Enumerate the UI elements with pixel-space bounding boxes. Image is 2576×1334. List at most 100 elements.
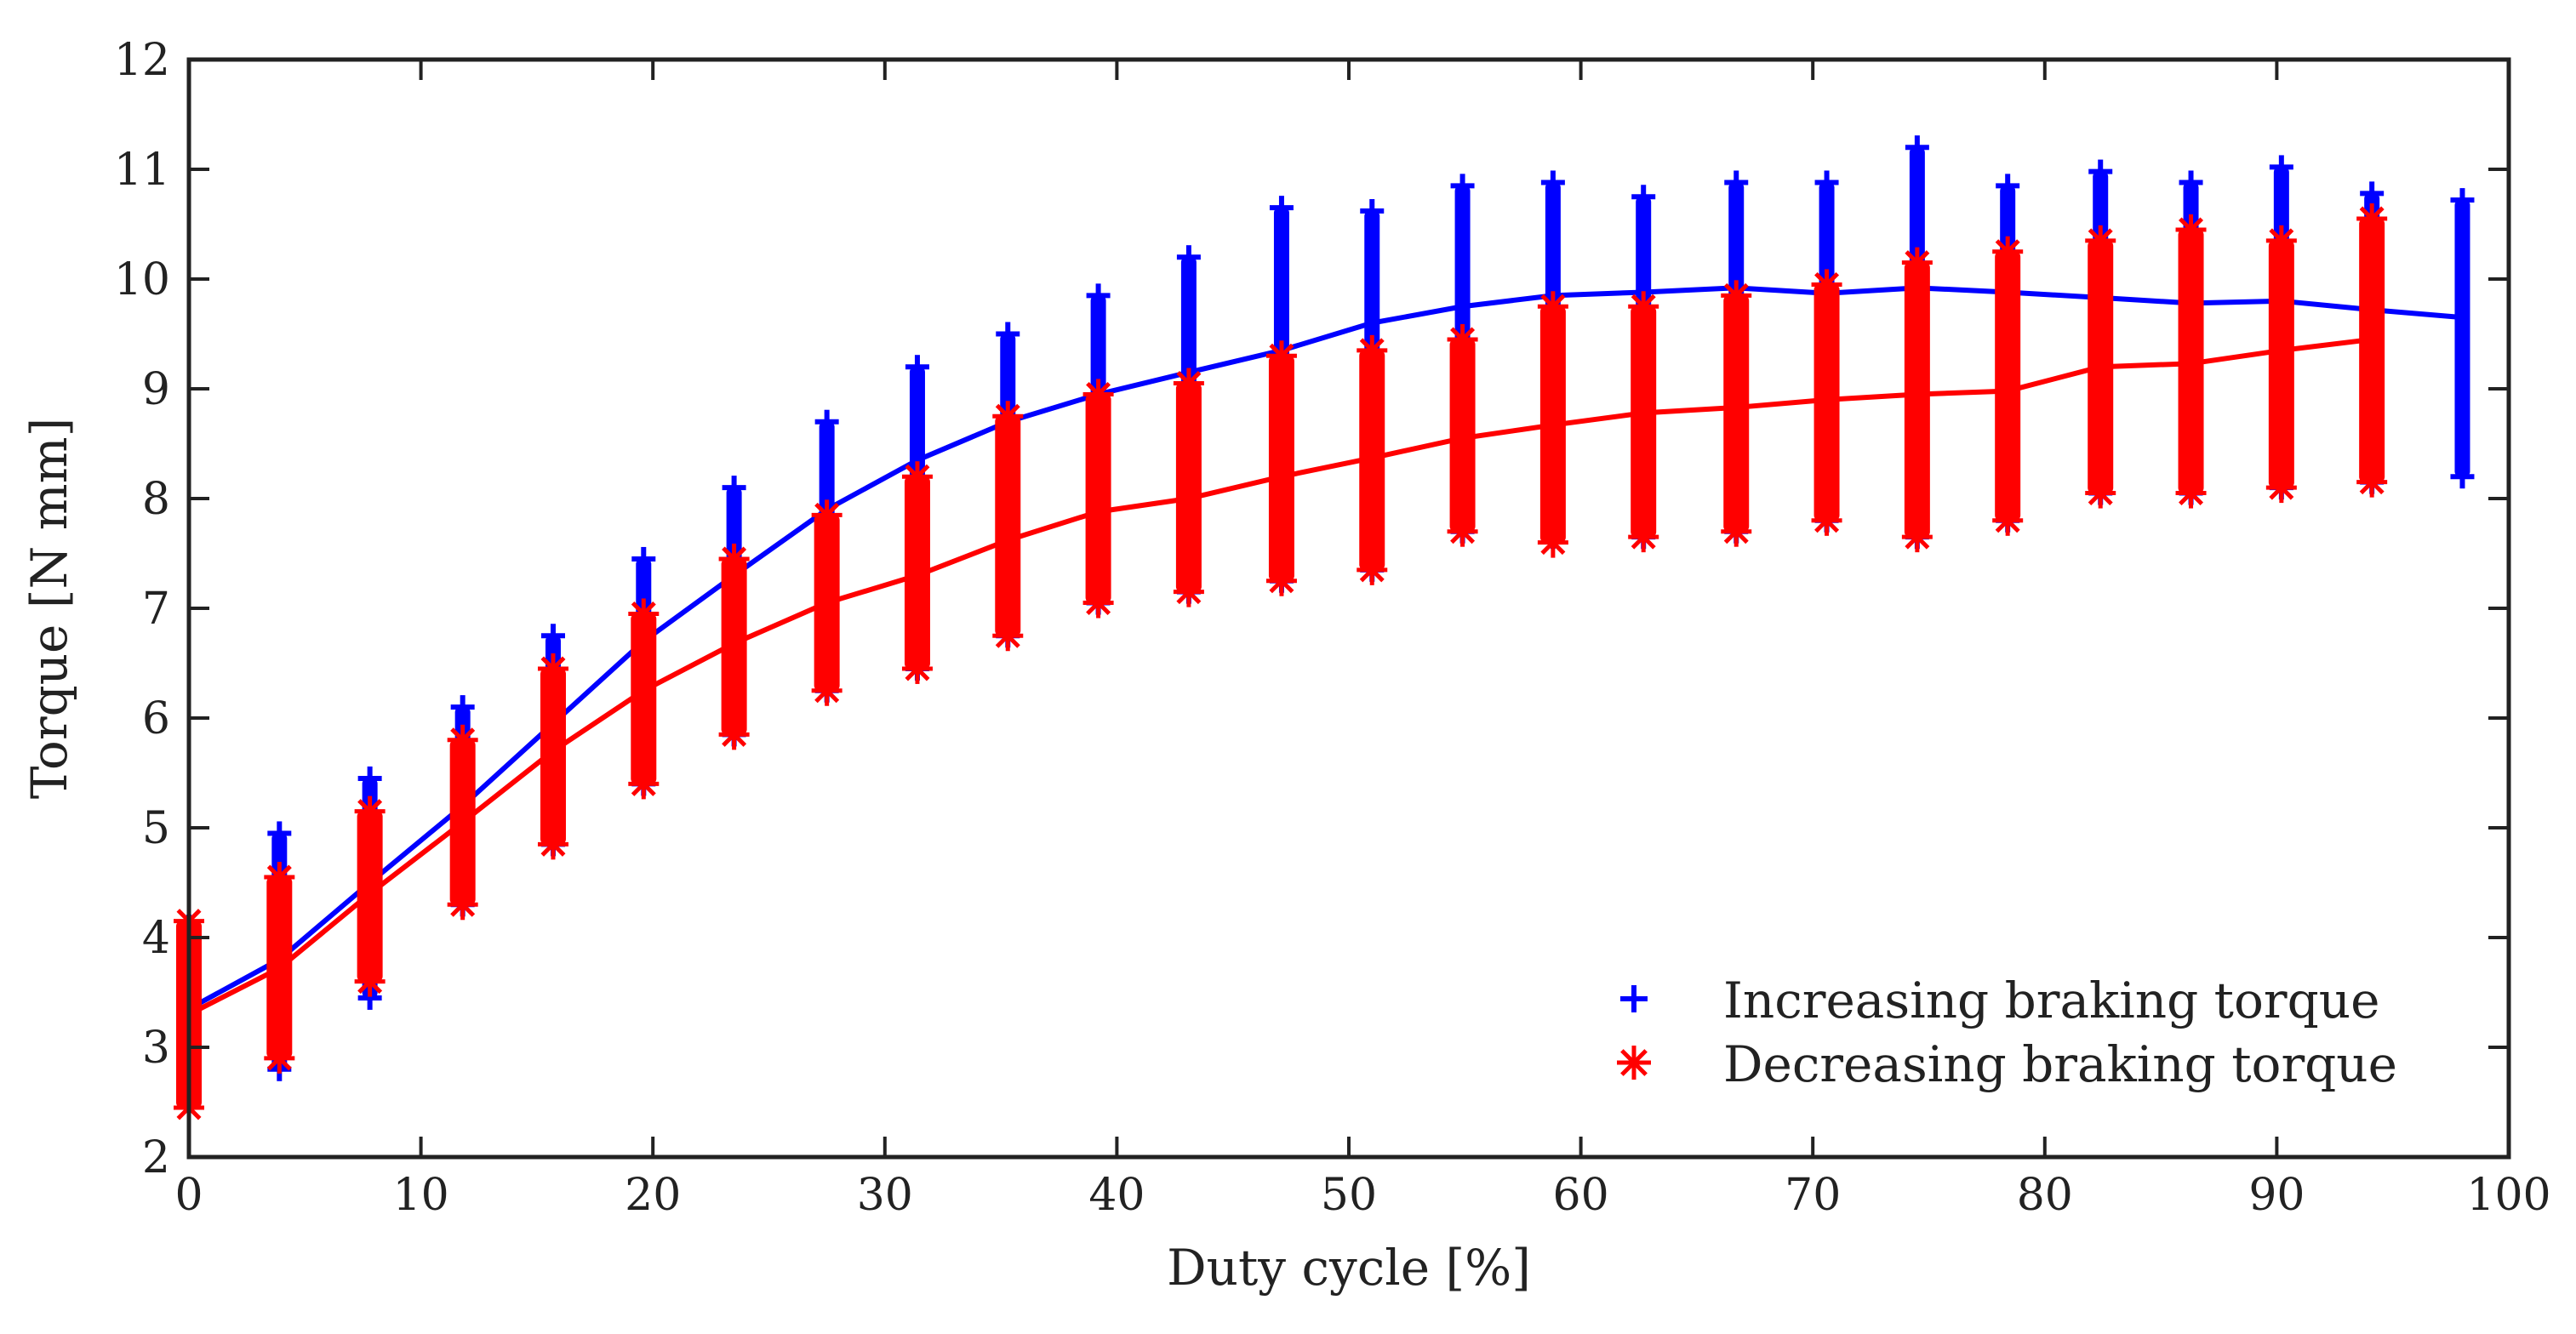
marker-point <box>901 653 933 684</box>
marker-point-arm <box>722 546 747 572</box>
y-tick-label: 3 <box>142 1023 170 1074</box>
scatter-cluster <box>1995 251 2021 521</box>
marker-point-arm <box>1995 508 2020 533</box>
x-tick-label: 20 <box>625 1170 681 1221</box>
marker-point <box>1721 280 1752 311</box>
scatter-cluster <box>904 476 930 669</box>
marker-point-arm <box>540 656 566 681</box>
x-tick-label: 60 <box>1553 1170 1609 1221</box>
marker-point <box>2265 225 2297 256</box>
marker-point <box>1447 516 1478 547</box>
marker-point <box>2085 477 2116 509</box>
marker-point <box>1537 291 1568 322</box>
scatter-cluster <box>721 558 747 735</box>
marker-point-arm <box>2269 475 2294 500</box>
marker-point <box>267 821 292 846</box>
y-tick-label: 8 <box>142 474 170 525</box>
marker-point <box>1905 135 1929 160</box>
scatter-cluster <box>1904 262 1930 538</box>
marker-point-arm <box>905 464 930 489</box>
marker-point <box>2360 181 2385 206</box>
marker-point <box>354 795 386 827</box>
marker-point-arm <box>2269 228 2294 254</box>
legend-label-decreasing: Decreasing braking torque <box>1723 1035 2397 1093</box>
series-layer <box>174 135 2475 1123</box>
marker-point-arm <box>2088 481 2113 506</box>
marker-point <box>2269 155 2293 180</box>
marker-point <box>992 620 1024 652</box>
marker-point <box>1265 340 1297 372</box>
marker-point <box>1992 505 2024 536</box>
marker-point <box>1631 185 1656 209</box>
marker-point <box>718 543 750 574</box>
marker-point-arm <box>1905 524 1930 550</box>
marker-point <box>901 461 933 493</box>
marker-point <box>1901 247 1933 278</box>
scatter-cluster <box>1085 394 1111 603</box>
marker-point <box>357 766 382 790</box>
marker-point <box>1176 245 1201 270</box>
marker-point-arm <box>995 403 1020 429</box>
x-tick-label: 40 <box>1088 1170 1145 1221</box>
marker-point <box>1082 587 1114 619</box>
marker-point <box>264 862 295 893</box>
marker-point-arm <box>266 864 292 890</box>
marker-point-arm <box>1814 508 1840 533</box>
marker-point-arm <box>540 831 566 857</box>
y-tick-label: 12 <box>114 35 170 86</box>
marker-point <box>1628 522 1659 553</box>
x-axis-label: Duty cycle [%] <box>1167 1239 1531 1297</box>
x-tick-label: 90 <box>2248 1170 2305 1221</box>
series-decreasing <box>174 203 2388 1123</box>
y-tick-label: 11 <box>114 145 170 196</box>
marker-point <box>1811 269 1842 300</box>
marker-point <box>1996 174 2020 198</box>
marker-point <box>628 768 660 800</box>
marker-point-arm <box>2359 206 2385 231</box>
marker-point <box>1360 199 1385 224</box>
marker-point <box>628 598 660 630</box>
y-tick-label: 4 <box>142 913 170 964</box>
marker-point <box>1628 291 1659 322</box>
scatter-cluster <box>540 668 566 845</box>
marker-point <box>2088 159 2113 184</box>
marker-point <box>718 719 750 750</box>
marker-point <box>450 695 475 720</box>
marker-point <box>2356 203 2388 235</box>
marker-point <box>447 889 478 921</box>
marker-point <box>1082 379 1114 410</box>
marker-point-arm <box>814 502 840 527</box>
scatter-cluster <box>2359 219 2385 482</box>
marker-point <box>1447 323 1478 355</box>
legend-marker-increasing <box>1620 985 1648 1012</box>
legend: Increasing braking torque Decreasing bra… <box>1617 972 2397 1093</box>
marker-point <box>1901 522 1933 553</box>
marker-point <box>447 724 478 755</box>
marker-point <box>1724 170 1749 195</box>
marker-point <box>811 499 842 531</box>
marker-point <box>1357 554 1388 585</box>
marker-point <box>1811 505 1842 536</box>
marker-point-arm <box>814 678 840 704</box>
marker-point-arm <box>1540 294 1566 319</box>
marker-point <box>1992 236 2024 267</box>
marker-point <box>2085 225 2116 256</box>
marker-point <box>905 355 929 379</box>
marker-point-arm <box>450 892 476 917</box>
marker-point <box>631 546 656 571</box>
y-tick-label: 10 <box>114 254 170 305</box>
y-tick-label: 9 <box>142 364 170 415</box>
mean-line <box>186 336 2375 1018</box>
marker-point <box>537 829 568 860</box>
marker-point <box>996 322 1020 346</box>
marker-point-arm <box>1086 590 1111 616</box>
marker-point <box>1173 368 1204 399</box>
marker-point-arm <box>1814 271 1840 297</box>
marker-point-arm <box>266 1046 292 1071</box>
scatter-cluster <box>995 416 1021 636</box>
ticks: 0 10 20 30 40 50 60 70 80 90 100 2 3 4 5 6 7 8 9 10 11 12 <box>114 35 2551 1221</box>
marker-point-arm <box>631 601 656 626</box>
legend-plus <box>1620 985 1648 1012</box>
marker-point-arm <box>1723 519 1749 544</box>
marker-point <box>354 966 386 997</box>
